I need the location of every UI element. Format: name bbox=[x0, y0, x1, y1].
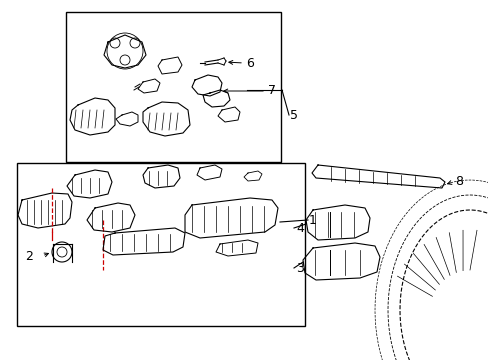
Text: 7: 7 bbox=[267, 84, 275, 96]
Text: 6: 6 bbox=[245, 57, 253, 69]
Text: 1: 1 bbox=[308, 213, 316, 226]
Text: 2: 2 bbox=[25, 249, 33, 262]
Text: 3: 3 bbox=[295, 261, 303, 274]
Bar bbox=[66, 12, 281, 162]
Text: 5: 5 bbox=[289, 108, 297, 122]
Bar bbox=[17, 163, 305, 326]
Text: 4: 4 bbox=[295, 221, 303, 234]
Text: 8: 8 bbox=[454, 175, 462, 188]
